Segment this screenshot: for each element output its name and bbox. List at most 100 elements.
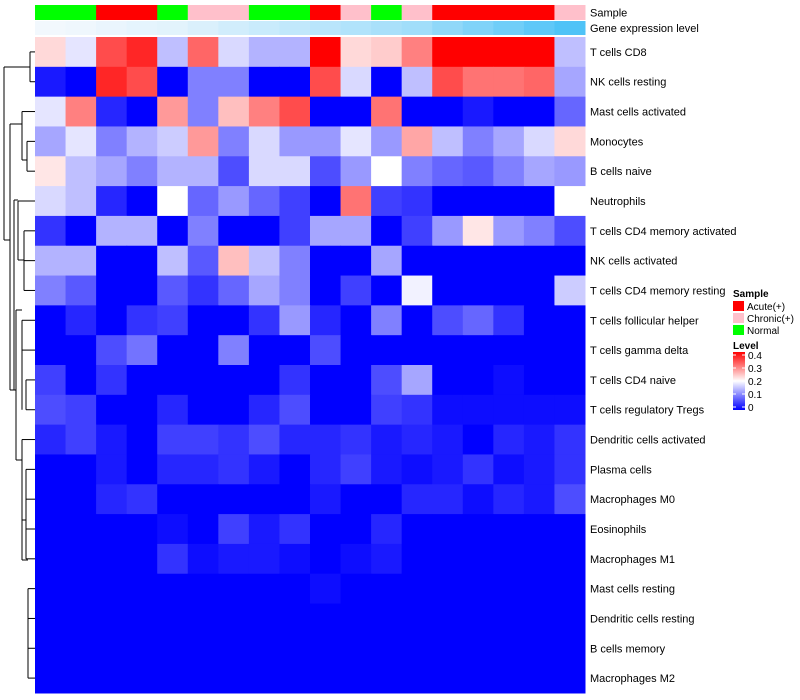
heatmap-cell (248, 126, 280, 157)
heatmap-cell (340, 514, 372, 545)
heatmap-cell (401, 215, 433, 247)
heatmap-cell (96, 633, 128, 664)
heatmap-cell (187, 245, 219, 277)
heatmap-cell (65, 305, 97, 336)
heatmap-cell (65, 275, 97, 306)
heatmap-cell (248, 335, 280, 366)
row-label: Macrophages M2 (590, 673, 675, 685)
heatmap-cell (35, 543, 67, 575)
heatmap-cell (554, 96, 586, 127)
heatmap-cell (523, 543, 555, 575)
expression-cell (279, 21, 311, 35)
heatmap-cell (401, 394, 433, 426)
heatmap-cell (157, 335, 189, 366)
heatmap-cell (218, 245, 250, 277)
heatmap-cell (432, 215, 464, 247)
row-label: Monocytes (590, 136, 644, 148)
sample-cell (401, 5, 433, 20)
heatmap-cell (432, 454, 464, 485)
heatmap-cell (554, 365, 586, 396)
expression-cell (65, 21, 97, 35)
heatmap-cell (493, 633, 525, 664)
row-label: T cells follicular helper (590, 315, 699, 327)
row-label: Mast cells resting (590, 584, 675, 596)
heatmap-cell (523, 573, 555, 605)
heatmap-cell (310, 335, 342, 366)
heatmap-cell (493, 245, 525, 277)
heatmap-cell (157, 156, 189, 187)
heatmap-cell (35, 66, 67, 98)
level-legend: Level 0 0.1 0.2 0.3 0.4 (733, 341, 762, 414)
heatmap-cell (157, 126, 189, 157)
heatmap-cell (493, 663, 525, 694)
legend-swatch (733, 313, 744, 323)
heatmap-cell (432, 37, 464, 68)
heatmap-cell (35, 424, 67, 455)
heatmap-cell (126, 335, 158, 366)
heatmap-cell (96, 365, 128, 396)
heatmap-cell (462, 186, 494, 217)
heatmap-cell (310, 484, 342, 515)
heatmap-cell (218, 156, 250, 187)
heatmap-cell (65, 633, 97, 664)
heatmap-cell (554, 484, 586, 515)
heatmap-cell (523, 365, 555, 396)
heatmap-cell (493, 454, 525, 485)
heatmap-cell (462, 96, 494, 127)
heatmap-cell (401, 633, 433, 664)
heatmap-cell (65, 245, 97, 277)
heatmap-cell (65, 37, 97, 68)
sample-cell (493, 5, 525, 20)
expression-cell (401, 21, 433, 35)
heatmap-cell (462, 245, 494, 277)
heatmap-cell (554, 454, 586, 485)
heatmap-cell (65, 663, 97, 694)
heatmap-cell (371, 305, 403, 336)
heatmap-cell (432, 603, 464, 634)
heatmap-cell (279, 663, 311, 694)
heatmap-cell (523, 126, 555, 157)
heatmap-cell (554, 126, 586, 157)
heatmap-cell (554, 215, 586, 247)
heatmap-cell (340, 573, 372, 605)
heatmap-cell (340, 126, 372, 157)
row-label: B cells naive (590, 166, 652, 178)
heatmap-cell (432, 66, 464, 98)
heatmap-cell (371, 603, 403, 634)
heatmap-cell (432, 245, 464, 277)
heatmap-cell (401, 454, 433, 485)
heatmap-cell (126, 484, 158, 515)
heatmap-cell (65, 603, 97, 634)
heatmap-cell (493, 394, 525, 426)
expression-cell (310, 21, 342, 35)
heatmap-cell (126, 633, 158, 664)
heatmap-cell (279, 156, 311, 187)
heatmap-cell (432, 305, 464, 336)
heatmap-cell (310, 275, 342, 306)
heatmap-cell (96, 215, 128, 247)
heatmap-cell (279, 126, 311, 157)
heatmap-cell (462, 37, 494, 68)
heatmap-cell (96, 394, 128, 426)
sample-cell (65, 5, 97, 20)
sample-cell (248, 5, 280, 20)
heatmap-cell (218, 484, 250, 515)
heatmap-cell (65, 126, 97, 157)
heatmap-cell (65, 156, 97, 187)
heatmap-cell (462, 66, 494, 98)
heatmap-cell (554, 335, 586, 366)
heatmap-cell (432, 365, 464, 396)
heatmap-cell (340, 663, 372, 694)
heatmap-cell (401, 37, 433, 68)
heatmap-cell (493, 215, 525, 247)
heatmap-cell (401, 66, 433, 98)
heatmap-cell (554, 633, 586, 664)
row-dendrogram (3, 51, 35, 679)
heatmap-cell (279, 215, 311, 247)
sample-cell (462, 5, 494, 20)
heatmap-cell (218, 66, 250, 98)
heatmap-cell (554, 573, 586, 605)
heatmap-cell (340, 335, 372, 366)
heatmap-cell (65, 186, 97, 217)
heatmap-cell (218, 633, 250, 664)
